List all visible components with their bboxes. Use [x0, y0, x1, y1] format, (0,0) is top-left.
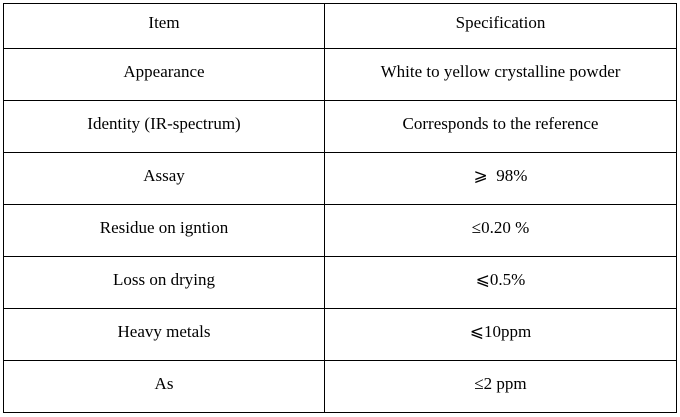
spec-cell: ⩽10ppm [324, 308, 677, 361]
item-cell: Loss on drying [3, 256, 325, 309]
spec-table: Item Specification Appearance White to ye… [3, 3, 677, 413]
spec-cell: ⩽0.5% [324, 256, 677, 309]
table-row: Residue on igntion ≤0.20 % [3, 204, 677, 257]
header-row: Item Specification [3, 3, 677, 49]
table-row: Assay ⩾ 98% [3, 152, 677, 205]
spec-cell: ≤2 ppm [324, 360, 677, 413]
item-cell: Appearance [3, 48, 325, 101]
table-row: Heavy metals ⩽10ppm [3, 308, 677, 361]
item-cell: Identity (IR-spectrum) [3, 100, 325, 153]
table-row: Appearance White to yellow crystalline po… [3, 48, 677, 101]
spec-cell: White to yellow crystalline powder [324, 48, 677, 101]
spec-cell: ≤0.20 % [324, 204, 677, 257]
item-cell: Residue on igntion [3, 204, 325, 257]
spec-cell: ⩾ 98% [324, 152, 677, 205]
header-cell: Specification [324, 3, 677, 49]
item-cell: As [3, 360, 325, 413]
header-cell: Item [3, 3, 325, 49]
item-cell: Assay [3, 152, 325, 205]
table-row: As ≤2 ppm [3, 360, 677, 413]
table-row: Identity (IR-spectrum) Corresponds to the… [3, 100, 677, 153]
item-cell: Heavy metals [3, 308, 325, 361]
spec-cell: Corresponds to the reference [324, 100, 677, 153]
table-row: Loss on drying ⩽0.5% [3, 256, 677, 309]
